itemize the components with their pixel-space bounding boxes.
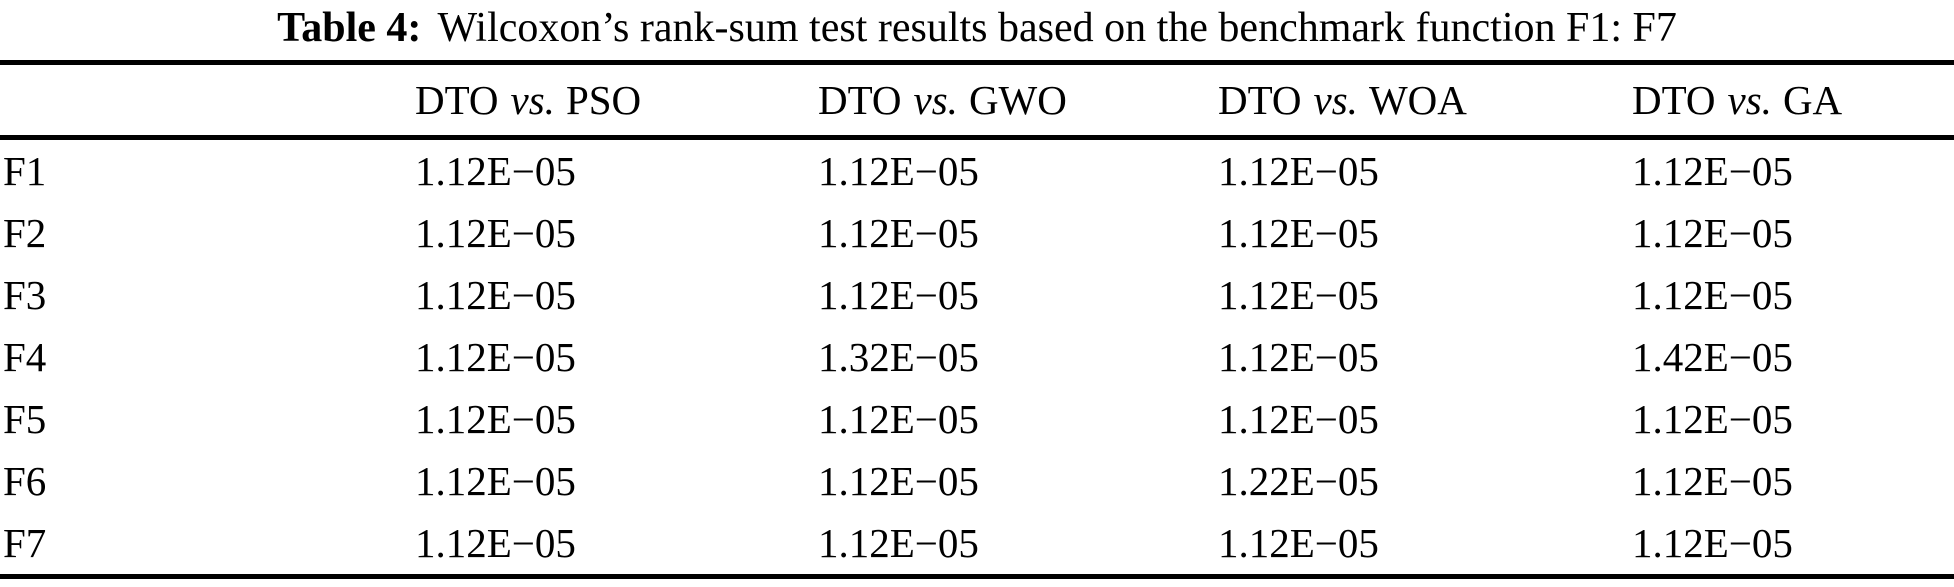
table-caption-text: Wilcoxon’s rank-sum test results based o… [437,5,1677,51]
table-row-f4: F4 1.12E−05 1.32E−05 1.12E−05 1.42E−05 [0,326,1954,388]
cell-value: 1.12E−05 [818,458,979,504]
header-algorithm: WOA [1368,77,1467,123]
cell-value: 1.22E−05 [1218,458,1379,504]
cell-value: 1.12E−05 [818,272,979,318]
table-row-f2: F2 1.12E−05 1.12E−05 1.12E−05 1.12E−05 [0,202,1954,264]
header-algorithm: GWO [968,77,1067,123]
cell-value: 1.12E−05 [415,210,576,256]
cell-value: 1.42E−05 [1632,334,1793,380]
row-label: F7 [3,520,47,566]
cell-value: 1.12E−05 [1218,396,1379,442]
row-label: F2 [3,210,47,256]
header-vs: vs. [510,77,555,123]
table-row-f7: F7 1.12E−05 1.12E−05 1.12E−05 1.12E−05 [0,512,1954,577]
table-row-f6: F6 1.12E−05 1.12E−05 1.22E−05 1.12E−05 [0,450,1954,512]
cell-value: 1.12E−05 [1632,210,1793,256]
table-caption: Table 4: Wilcoxon’s rank-sum test results… [0,2,1954,55]
corner-cell [0,63,415,138]
cell-value: 1.12E−05 [1218,148,1379,194]
row-label: F3 [3,272,47,318]
cell-value: 1.12E−05 [415,520,576,566]
cell-value: 1.12E−05 [1632,272,1793,318]
row-label: F4 [3,334,47,380]
header-vs: vs. [1727,77,1772,123]
cell-value: 1.12E−05 [1632,458,1793,504]
cell-value: 1.12E−05 [1218,520,1379,566]
column-header-dto-vs-pso: DTO vs. PSO [415,63,818,138]
header-vs: vs. [1313,77,1358,123]
cell-value: 1.12E−05 [415,458,576,504]
cell-value: 1.12E−05 [818,210,979,256]
cell-value: 1.12E−05 [1632,148,1793,194]
column-header-dto-vs-gwo: DTO vs. GWO [818,63,1218,138]
row-label: F6 [3,458,47,504]
cell-value: 1.12E−05 [415,334,576,380]
header-vs: vs. [913,77,958,123]
cell-value: 1.12E−05 [1632,396,1793,442]
header-prefix: DTO [1218,77,1302,123]
column-header-dto-vs-ga: DTO vs. GA [1632,63,1954,138]
header-algorithm: GA [1782,77,1843,123]
header-algorithm: PSO [565,77,642,123]
header-prefix: DTO [1632,77,1716,123]
cell-value: 1.12E−05 [818,520,979,566]
table-row-f5: F5 1.12E−05 1.12E−05 1.12E−05 1.12E−05 [0,388,1954,450]
header-row: DTO vs. PSO DTO vs. GWO DTO vs. WOA DTO vs. GA [0,63,1954,138]
cell-value: 1.12E−05 [818,396,979,442]
table-caption-number: Table 4: [277,5,422,51]
cell-value: 1.12E−05 [415,148,576,194]
cell-value: 1.12E−05 [1218,272,1379,318]
cell-value: 1.32E−05 [818,334,979,380]
row-label: F1 [3,148,47,194]
cell-value: 1.12E−05 [415,272,576,318]
header-prefix: DTO [415,77,499,123]
cell-value: 1.12E−05 [1632,520,1793,566]
table-row-f1: F1 1.12E−05 1.12E−05 1.12E−05 1.12E−05 [0,138,1954,203]
cell-value: 1.12E−05 [1218,210,1379,256]
cell-value: 1.12E−05 [818,148,979,194]
cell-value: 1.12E−05 [1218,334,1379,380]
wilcoxon-results-table: DTO vs. PSO DTO vs. GWO DTO vs. WOA DTO vs. GA F… [0,60,1954,579]
table-row-f3: F3 1.12E−05 1.12E−05 1.12E−05 1.12E−05 [0,264,1954,326]
cell-value: 1.12E−05 [415,396,576,442]
column-header-dto-vs-woa: DTO vs. WOA [1218,63,1632,138]
row-label: F5 [3,396,47,442]
header-prefix: DTO [818,77,902,123]
